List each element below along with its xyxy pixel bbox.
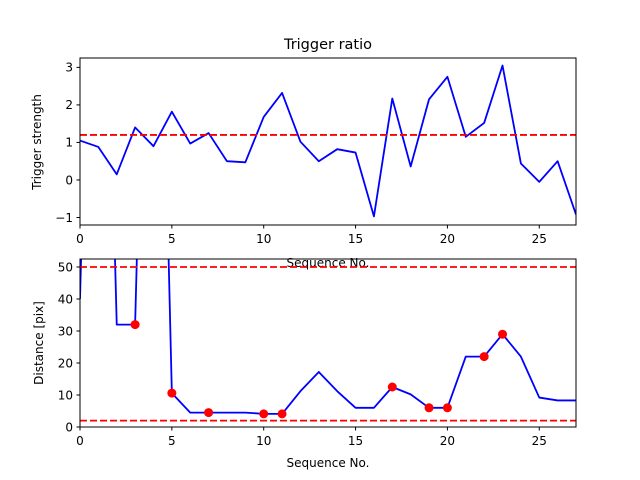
bottom-y-axis-label: Distance [pix] [32, 301, 46, 385]
bottom-series-line [80, 259, 576, 415]
bottom-x-tick-label: 5 [168, 434, 176, 448]
bottom-x-tick-label: 15 [348, 434, 363, 448]
top-y-axis-label: Trigger strength [30, 94, 44, 191]
bottom-y-tick-label: 40 [58, 292, 73, 306]
bottom-y-tick-label: 0 [65, 420, 73, 434]
top-x-tick-label: 25 [532, 232, 547, 246]
bottom-marker-point [479, 352, 489, 362]
top-y-tick-label: 0 [65, 173, 73, 187]
top-x-tick-label: 5 [168, 232, 176, 246]
bottom-marker-point [442, 403, 452, 413]
top-y-tick-label: −1 [55, 211, 73, 225]
bottom-threshold-lines [80, 266, 576, 422]
bottom-marker-point [277, 409, 287, 419]
top-x-ticks: 0 5 10 15 20 25 [76, 225, 547, 246]
bottom-plot-frame [79, 258, 577, 428]
bottom-x-tick-label: 20 [440, 434, 455, 448]
top-y-ticks: −1 0 1 2 3 [55, 61, 80, 225]
bottom-y-tick-label: 30 [58, 324, 73, 338]
bottom-x-axis-label: Sequence No. [287, 456, 370, 470]
top-y-tick-label: 2 [65, 98, 73, 112]
bottom-marker-point [424, 403, 434, 413]
top-x-tick-label: 0 [76, 232, 84, 246]
bottom-marker-point [204, 408, 214, 418]
bottom-x-tick-label: 0 [76, 434, 84, 448]
bottom-marker-point [130, 320, 140, 330]
top-x-tick-label: 20 [440, 232, 455, 246]
bottom-marker-point [387, 382, 397, 392]
bottom-x-tick-label: 25 [532, 434, 547, 448]
bottom-x-ticks: 0 5 10 15 20 25 [76, 427, 547, 448]
bottom-marker-point [167, 388, 177, 398]
top-line-series [80, 64, 576, 218]
bottom-y-tick-label: 20 [58, 356, 73, 370]
bottom-y-ticks: 0 10 20 30 40 50 [58, 260, 80, 434]
top-y-tick-label: 3 [65, 61, 73, 75]
top-x-tick-label: 15 [348, 232, 363, 246]
bottom-markers [130, 320, 508, 419]
bottom-y-tick-label: 50 [58, 260, 73, 274]
bottom-y-tick-label: 10 [58, 388, 73, 402]
bottom-marker-point [498, 329, 508, 339]
bottom-line-series [80, 259, 576, 415]
top-chart-title: Trigger ratio [283, 37, 372, 53]
top-x-tick-label: 10 [256, 232, 271, 246]
top-y-tick-label: 1 [65, 136, 73, 150]
top-series-line [80, 64, 576, 218]
bottom-marker-point [259, 409, 269, 419]
top-plot-frame [79, 57, 577, 226]
bottom-plot: 0 5 10 15 20 25 0 10 20 30 40 50 Sequence No. Dist… [32, 258, 577, 470]
bottom-x-tick-label: 10 [256, 434, 271, 448]
